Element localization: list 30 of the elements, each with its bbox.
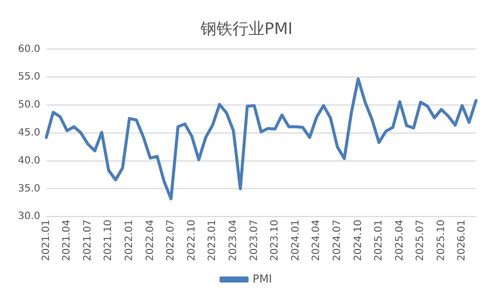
x-tick-label: 2025.07 <box>415 220 426 262</box>
x-tick-label: 2021.01 <box>40 220 52 262</box>
x-tick-label: 2024.01 <box>290 220 302 262</box>
x-tick-label: 2024.04 <box>311 220 322 262</box>
x-tick-label: 2021.07 <box>82 220 94 262</box>
x-tick-label: 2023.04 <box>228 220 239 262</box>
x-tick-label: 2021.10 <box>103 220 114 262</box>
x-tick-label: 2022.10 <box>186 220 198 262</box>
y-tick-label: 50.0 <box>18 100 40 111</box>
x-tick-label: 2022.07 <box>166 220 177 262</box>
y-tick-label: 45.0 <box>18 128 40 139</box>
x-tick-label: 2024.07 <box>332 220 343 262</box>
x-tick-label: 2025.01 <box>374 220 385 262</box>
x-tick-label: 2024.10 <box>352 220 364 262</box>
x-tick-label: 2022.01 <box>124 220 136 262</box>
x-tick-label: 2025.10 <box>436 220 447 262</box>
x-tick-label: 2025.04 <box>394 220 406 262</box>
x-tick-label: 2021.04 <box>62 220 73 262</box>
y-tick-label: 55.0 <box>18 72 40 83</box>
y-tick-label: 40.0 <box>18 155 40 166</box>
y-tick-label: 60.0 <box>18 44 40 55</box>
x-tick-label: 2023.01 <box>207 220 218 262</box>
x-tick-label: 2022.04 <box>144 220 156 262</box>
x-tick-label: 2023.10 <box>270 220 281 262</box>
y-tick-label: 30.0 <box>18 211 40 222</box>
x-tick-label: 2023.07 <box>248 220 260 262</box>
chart-title: 钢铁行业PMI <box>199 18 293 38</box>
legend-label: PMI <box>252 272 272 286</box>
y-tick-label: 35.0 <box>18 183 40 194</box>
x-tick-label: 2026.01 <box>456 220 468 262</box>
